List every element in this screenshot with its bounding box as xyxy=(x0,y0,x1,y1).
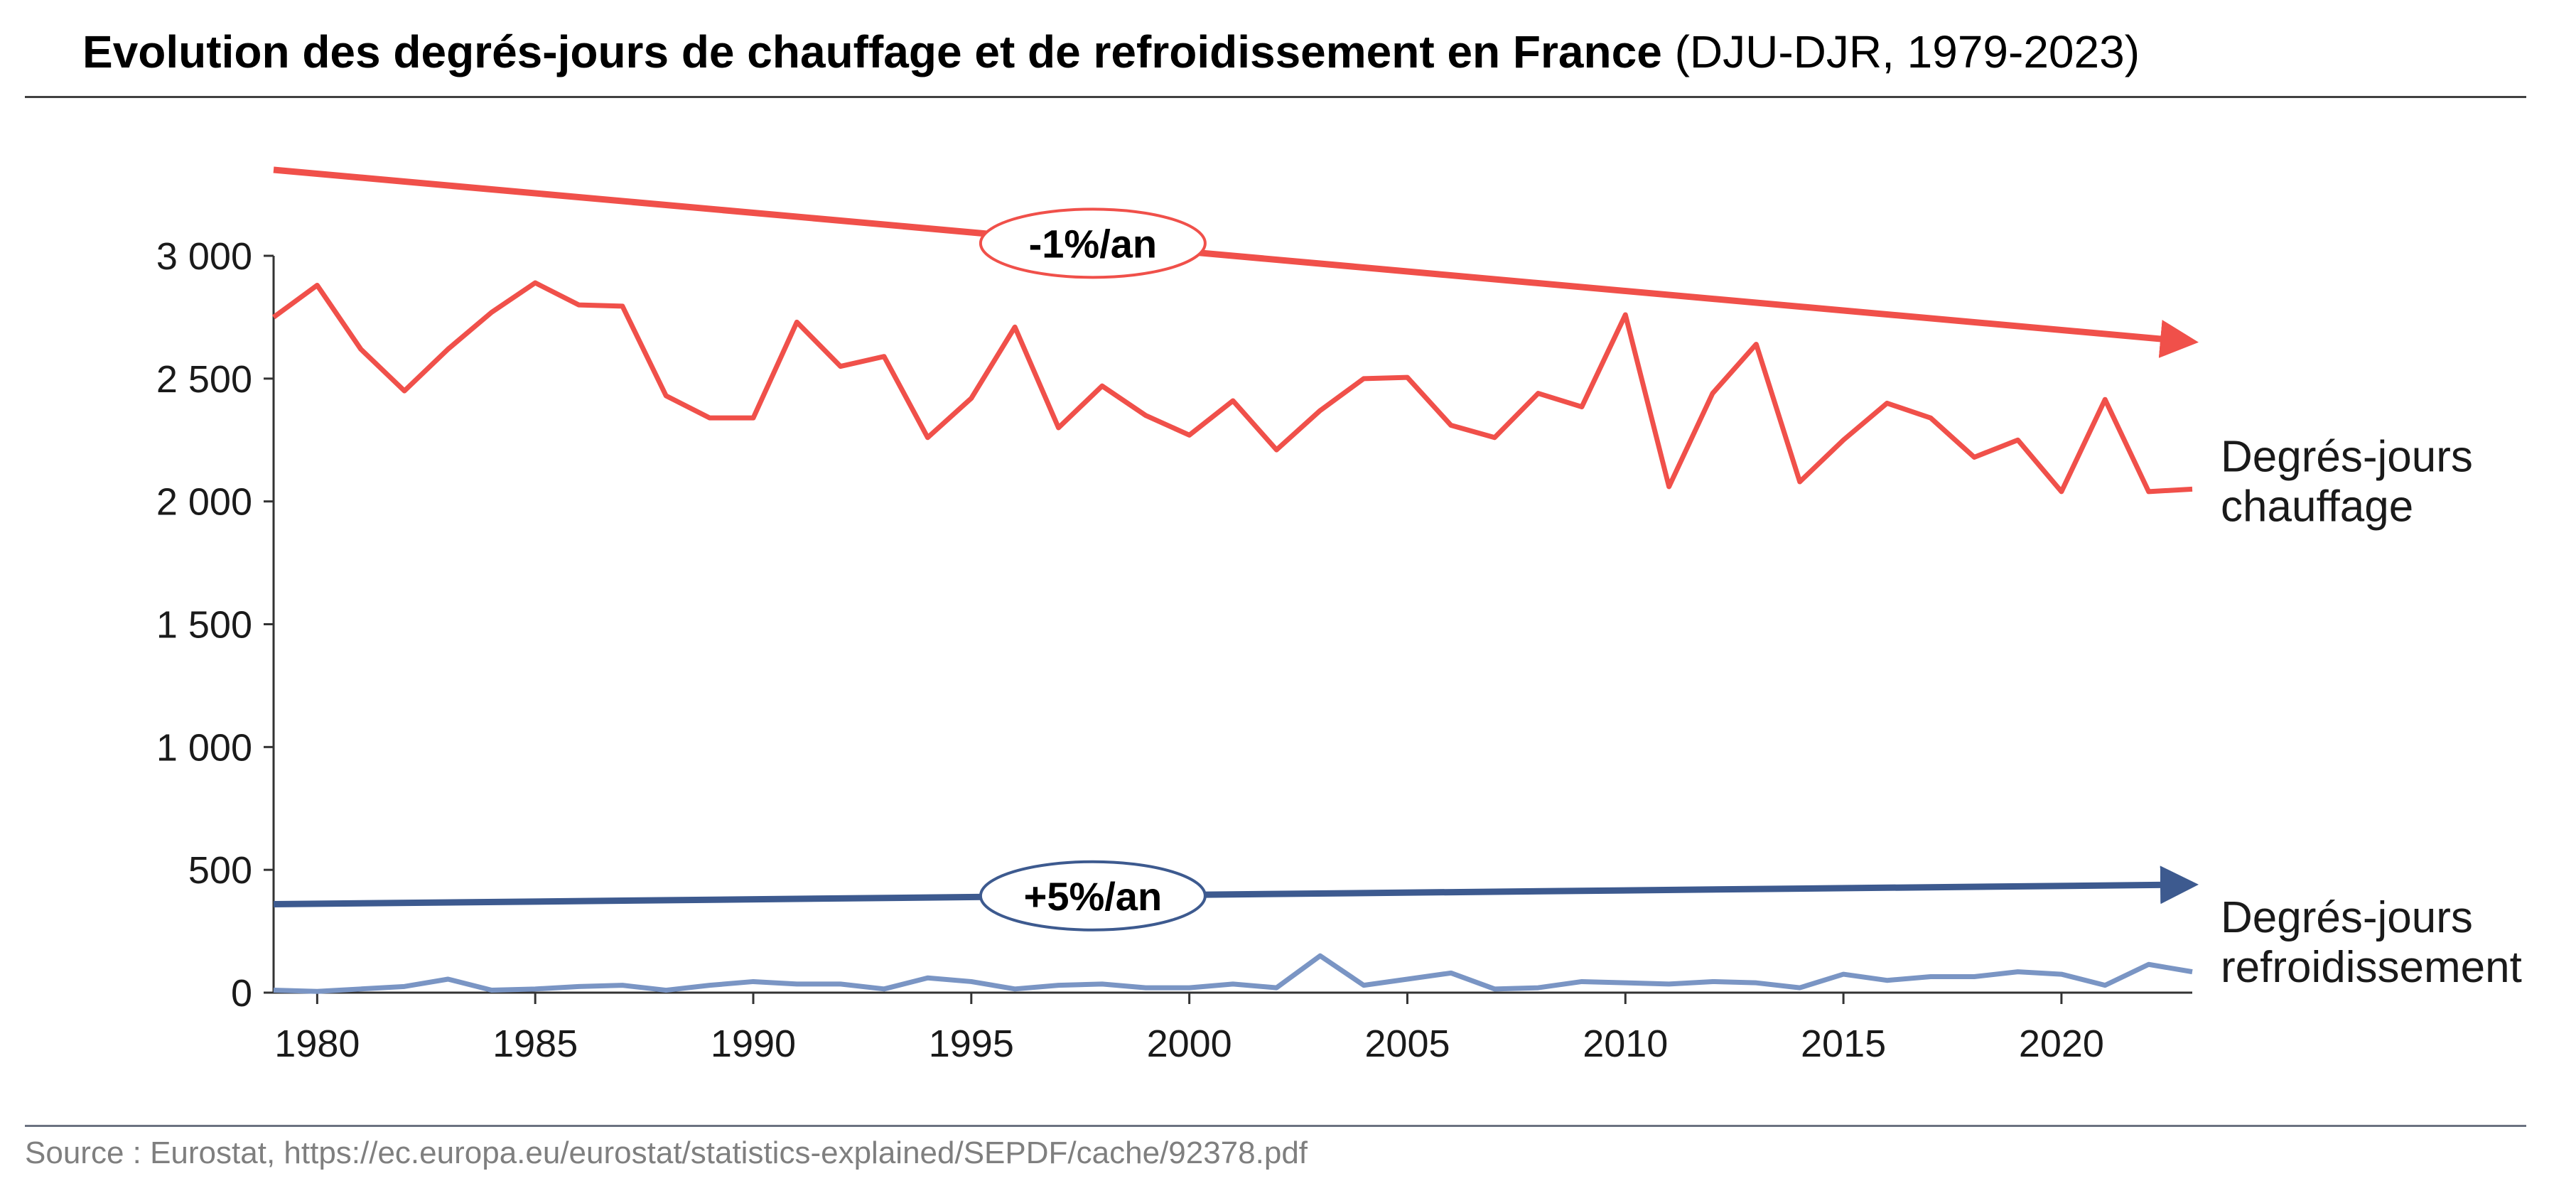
x-tick-label: 2000 xyxy=(1147,1022,1232,1065)
x-tick-label: 2005 xyxy=(1364,1022,1450,1065)
chart-title-sub: (DJU-DJR, 1979-2023) xyxy=(1674,26,2140,77)
trend-label-oval xyxy=(979,860,1207,932)
y-tick-label: 1 500 xyxy=(156,604,252,647)
y-tick-label: 1 000 xyxy=(156,726,252,769)
series-label: Degrés-jours xyxy=(2221,432,2473,481)
x-tick-label: 2010 xyxy=(1583,1022,1668,1065)
y-tick-label: 2 500 xyxy=(156,358,252,401)
y-tick-label: 3 000 xyxy=(156,235,252,278)
x-tick-label: 1985 xyxy=(492,1022,578,1065)
trend-label-oval xyxy=(979,207,1207,279)
footer-divider xyxy=(25,1125,2526,1127)
series-line xyxy=(271,280,2193,495)
series-label: Degrés-jours xyxy=(2221,893,2473,942)
x-tick-label: 2020 xyxy=(2019,1022,2104,1065)
x-tick-label: 2015 xyxy=(1801,1022,1886,1065)
y-tick-label: 500 xyxy=(188,849,252,892)
chart-title: Evolution des degrés-jours de chauffage … xyxy=(82,13,2513,91)
trend-arrow xyxy=(273,166,2199,358)
series-label: refroidissement xyxy=(2221,943,2522,992)
trend-label: -1%/an xyxy=(1029,221,1158,266)
trend-arrow xyxy=(273,865,2199,908)
line-chart: 0 500 1 000 1 500 2 000 2 500 3 000 1980 1985 199… xyxy=(156,166,2522,1065)
x-tick-label: 1990 xyxy=(711,1022,796,1065)
series-label: chauffage xyxy=(2221,482,2413,531)
trend-label: +5%/an xyxy=(1024,874,1163,919)
series-line xyxy=(273,953,2193,994)
x-tick-label: 1980 xyxy=(274,1022,360,1065)
title-divider xyxy=(25,96,2526,98)
chart-title-main: Evolution des degrés-jours de chauffage … xyxy=(82,26,1662,77)
trend-arrows: -1%/an +5%/an xyxy=(273,166,2199,932)
x-tick-label: 1995 xyxy=(929,1022,1014,1065)
y-tick-label: 2 000 xyxy=(156,481,252,524)
source-note: Source : Eurostat, https://ec.europa.eu/… xyxy=(25,1135,1308,1170)
axes: 0 500 1 000 1 500 2 000 2 500 3 000 1980 1985 199… xyxy=(156,235,2192,1065)
series-lines xyxy=(271,280,2193,994)
y-tick-label: 0 xyxy=(231,972,252,1015)
series-labels: Degrés-jourschauffageDegrés-joursrefroid… xyxy=(2221,432,2522,992)
